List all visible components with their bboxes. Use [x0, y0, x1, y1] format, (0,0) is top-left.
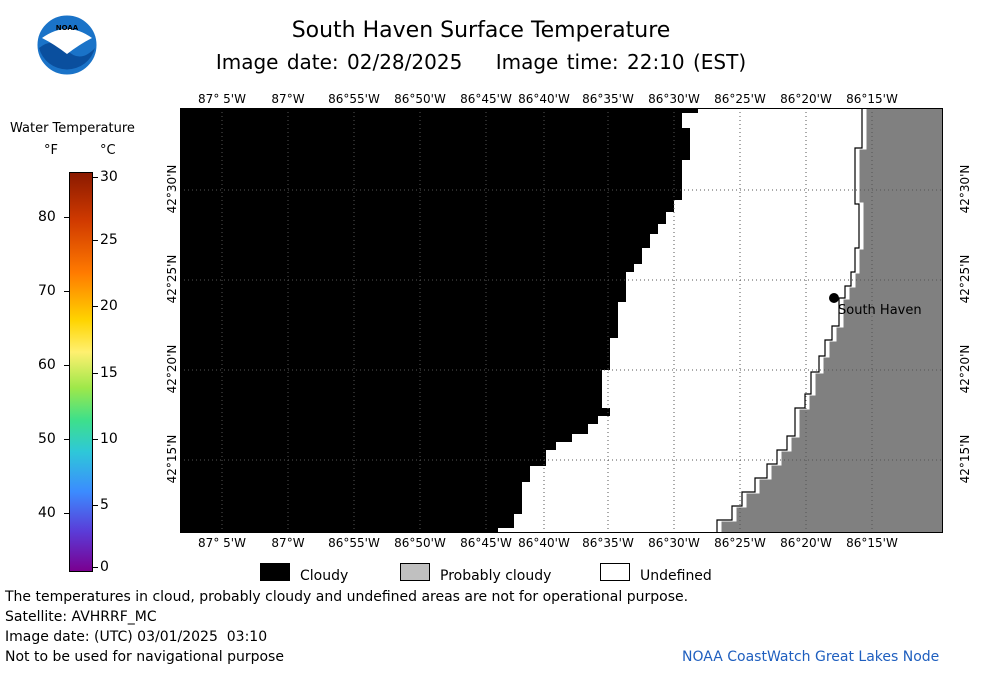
left-lat-label: 42°30'N — [165, 164, 179, 214]
right-lat-label: 42°30'N — [958, 164, 972, 214]
bottom-lon-label: 87° 5'W — [198, 536, 246, 550]
top-lon-label: 86°50'W — [394, 92, 446, 106]
right-lat-label: 42°20'N — [958, 344, 972, 394]
top-lon-label: 86°40'W — [518, 92, 570, 106]
celsius-tick-mark — [93, 306, 98, 307]
legend-swatch-undefined — [600, 563, 630, 581]
fahrenheit-tick-label: 70 — [38, 283, 56, 299]
fahrenheit-tick-label: 80 — [38, 209, 56, 225]
navigation-warning: Not to be used for navigational purpose — [5, 649, 284, 665]
colorbar-unit-f: °F — [44, 143, 58, 158]
credit-link[interactable]: NOAA CoastWatch Great Lakes Node — [682, 649, 940, 665]
logo-text: NOAA — [55, 24, 79, 32]
top-lon-label: 86°20'W — [780, 92, 832, 106]
utc-image-date: Image date: (UTC) 03/01/2025 03:10 — [5, 629, 268, 645]
left-lat-label: 42°15'N — [165, 434, 179, 484]
top-lon-label: 86°15'W — [846, 92, 898, 106]
bottom-lon-label: 86°25'W — [714, 536, 766, 550]
satellite-info: Satellite: AVHRRF_MC — [5, 609, 157, 625]
bottom-lon-label: 86°55'W — [328, 536, 380, 550]
bottom-lon-label: 86°15'W — [846, 536, 898, 550]
fahrenheit-tick-mark — [64, 513, 69, 514]
celsius-tick-label: 30 — [100, 169, 118, 185]
fahrenheit-tick-label: 60 — [38, 357, 56, 373]
celsius-tick-mark — [93, 373, 98, 374]
bottom-lon-label: 86°30'W — [648, 536, 700, 550]
bottom-lon-label: 86°50'W — [394, 536, 446, 550]
colorbar-title: Water Temperature — [10, 121, 135, 136]
temperature-colorbar — [69, 172, 93, 572]
page-title: South Haven Surface Temperature — [291, 18, 671, 43]
right-lat-label: 42°25'N — [958, 254, 972, 304]
graticule — [180, 108, 943, 533]
left-lat-label: 42°20'N — [165, 344, 179, 394]
top-lon-label: 86°30'W — [648, 92, 700, 106]
disclaimer-note: The temperatures in cloud, probably clou… — [5, 589, 689, 605]
celsius-tick-label: 0 — [100, 559, 109, 575]
celsius-tick-mark — [93, 505, 98, 506]
land-area — [720, 108, 943, 533]
cloud-area — [180, 108, 698, 533]
bottom-lon-label: 86°40'W — [518, 536, 570, 550]
fahrenheit-tick-label: 50 — [38, 431, 56, 447]
fahrenheit-tick-label: 40 — [38, 505, 56, 521]
bottom-lon-label: 86°35'W — [582, 536, 634, 550]
fahrenheit-tick-mark — [64, 365, 69, 366]
top-lon-label: 87° 5'W — [198, 92, 246, 106]
top-lon-label: 87°W — [271, 92, 305, 106]
fahrenheit-tick-mark — [64, 217, 69, 218]
bottom-lon-label: 87°W — [271, 536, 305, 550]
colorbar-unit-c: °C — [100, 143, 116, 158]
celsius-tick-mark — [93, 439, 98, 440]
right-lat-label: 42°15'N — [958, 434, 972, 484]
map-frame — [180, 108, 943, 533]
top-lon-label: 86°25'W — [714, 92, 766, 106]
bottom-lon-label: 86°20'W — [780, 536, 832, 550]
celsius-tick-label: 10 — [100, 431, 118, 447]
legend-swatch-cloudy — [260, 563, 290, 581]
place-label-south-haven: South Haven — [838, 303, 922, 318]
legend-label-probably-cloudy: Probably cloudy — [440, 568, 552, 584]
legend-label-cloudy: Cloudy — [300, 568, 349, 584]
legend-label-undefined: Undefined — [640, 568, 712, 584]
noaa-logo: NOAA — [36, 14, 98, 76]
legend-swatch-probably-cloudy — [400, 563, 430, 581]
celsius-tick-mark — [93, 240, 98, 241]
fahrenheit-tick-mark — [64, 439, 69, 440]
celsius-tick-label: 15 — [100, 365, 118, 381]
temperature-map — [180, 108, 943, 533]
top-lon-label: 86°55'W — [328, 92, 380, 106]
celsius-tick-label: 25 — [100, 232, 118, 248]
left-lat-label: 42°25'N — [165, 254, 179, 304]
fahrenheit-tick-mark — [64, 291, 69, 292]
south-haven-marker — [829, 293, 839, 303]
top-lon-label: 86°35'W — [582, 92, 634, 106]
top-lon-label: 86°45'W — [460, 92, 512, 106]
celsius-tick-label: 5 — [100, 497, 109, 513]
image-datetime: Image date: 02/28/2025 Image time: 22:10… — [215, 50, 747, 74]
celsius-tick-label: 20 — [100, 298, 118, 314]
bottom-lon-label: 86°45'W — [460, 536, 512, 550]
celsius-tick-mark — [93, 567, 98, 568]
celsius-tick-mark — [93, 177, 98, 178]
